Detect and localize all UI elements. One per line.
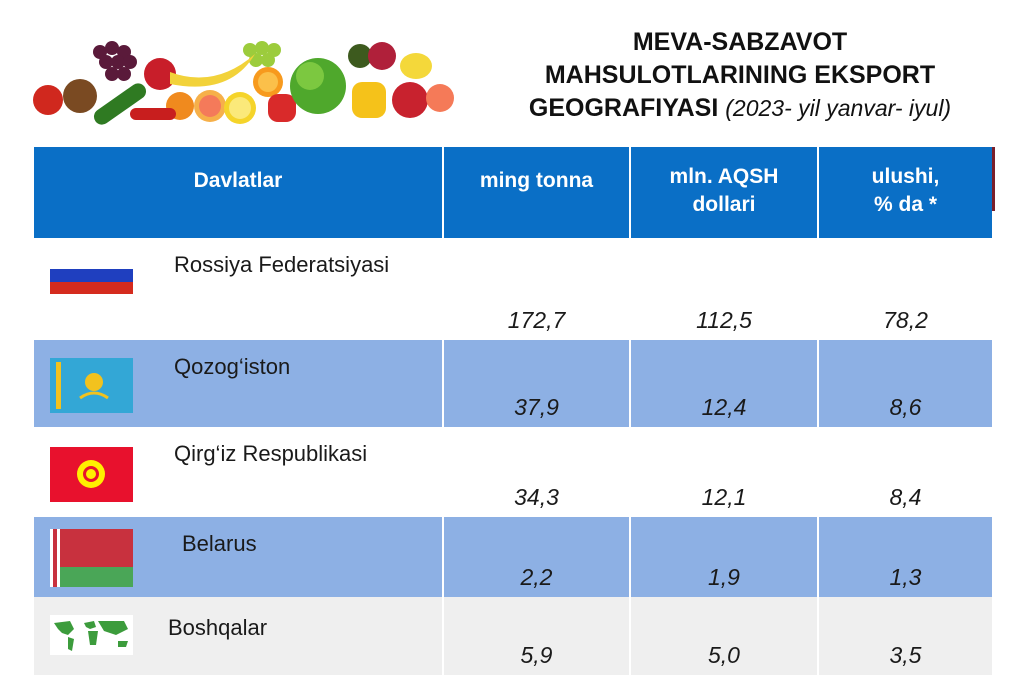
header-countries: Davlatlar bbox=[34, 147, 444, 238]
table-row: Belarus 2,2 1,9 1,3 bbox=[34, 517, 992, 597]
header-edge-divider bbox=[992, 147, 995, 211]
table-row: Boshqalar 5,9 5,0 3,5 bbox=[34, 597, 992, 675]
fruits-vegetables-image bbox=[33, 41, 454, 125]
title-line-3: GEOGRAFIYASI bbox=[528, 94, 719, 122]
usd-value: 112,5 bbox=[696, 307, 752, 333]
title-line-2: MAHSULOTLARINING EKSPORT bbox=[544, 61, 936, 89]
tonnes-value: 34,3 bbox=[514, 484, 559, 510]
country-name: Qozog‘iston bbox=[174, 354, 291, 379]
share-value: 78,2 bbox=[883, 307, 928, 333]
country-name: Qirg‘iz Respublikasi bbox=[174, 441, 368, 466]
header-share-line-2: % da * bbox=[873, 193, 938, 216]
tonnes-value: 2,2 bbox=[520, 564, 553, 590]
header-usd: mln. AQSH dollari bbox=[631, 147, 819, 238]
tonnes-value: 37,9 bbox=[514, 394, 559, 420]
title-period: (2023- yil yanvar- iyul) bbox=[725, 95, 952, 121]
title-line-1: MEVA-SABZAVOT bbox=[632, 28, 848, 56]
header-tonnes: ming tonna bbox=[444, 147, 631, 238]
table-row: Rossiya Federatsiyasi 172,7 112,5 78,2 bbox=[34, 238, 992, 340]
country-name: Boshqalar bbox=[168, 615, 268, 640]
usd-value: 12,1 bbox=[701, 484, 747, 510]
country-name: Belarus bbox=[182, 531, 257, 556]
usd-value: 12,4 bbox=[701, 394, 747, 420]
table-row: Qozog‘iston 37,9 12,4 8,6 bbox=[34, 340, 992, 427]
country-name: Rossiya Federatsiyasi bbox=[174, 252, 390, 277]
header-share: ulushi, % da * bbox=[819, 147, 992, 238]
share-value: 1,3 bbox=[889, 564, 922, 590]
kyrgyzstan-flag bbox=[50, 447, 133, 502]
usd-value: 5,0 bbox=[708, 642, 740, 668]
share-value: 8,4 bbox=[889, 484, 922, 510]
page-title: MEVA-SABZAVOT MAHSULOTLARINING EKSPORT G… bbox=[470, 26, 1010, 125]
header-usd-line-1: mln. AQSH bbox=[669, 165, 779, 188]
header-usd-line-2: dollari bbox=[692, 193, 756, 216]
export-table: Davlatlar ming tonna mln. AQSH dollari u… bbox=[34, 147, 995, 675]
tonnes-value: 5,9 bbox=[520, 642, 553, 668]
world-map-icon bbox=[50, 615, 133, 655]
table-header: Davlatlar ming tonna mln. AQSH dollari u… bbox=[34, 147, 992, 238]
russia-flag bbox=[50, 256, 133, 294]
tonnes-value: 172,7 bbox=[507, 307, 566, 333]
usd-value: 1,9 bbox=[708, 564, 740, 590]
share-value: 3,5 bbox=[889, 642, 922, 668]
kazakhstan-flag bbox=[50, 358, 133, 413]
belarus-flag bbox=[50, 529, 133, 587]
header-share-line-1: ulushi, bbox=[871, 165, 940, 188]
table-row: Qirg‘iz Respublikasi 34,3 12,1 8,4 bbox=[34, 427, 992, 517]
share-value: 8,6 bbox=[889, 394, 922, 420]
